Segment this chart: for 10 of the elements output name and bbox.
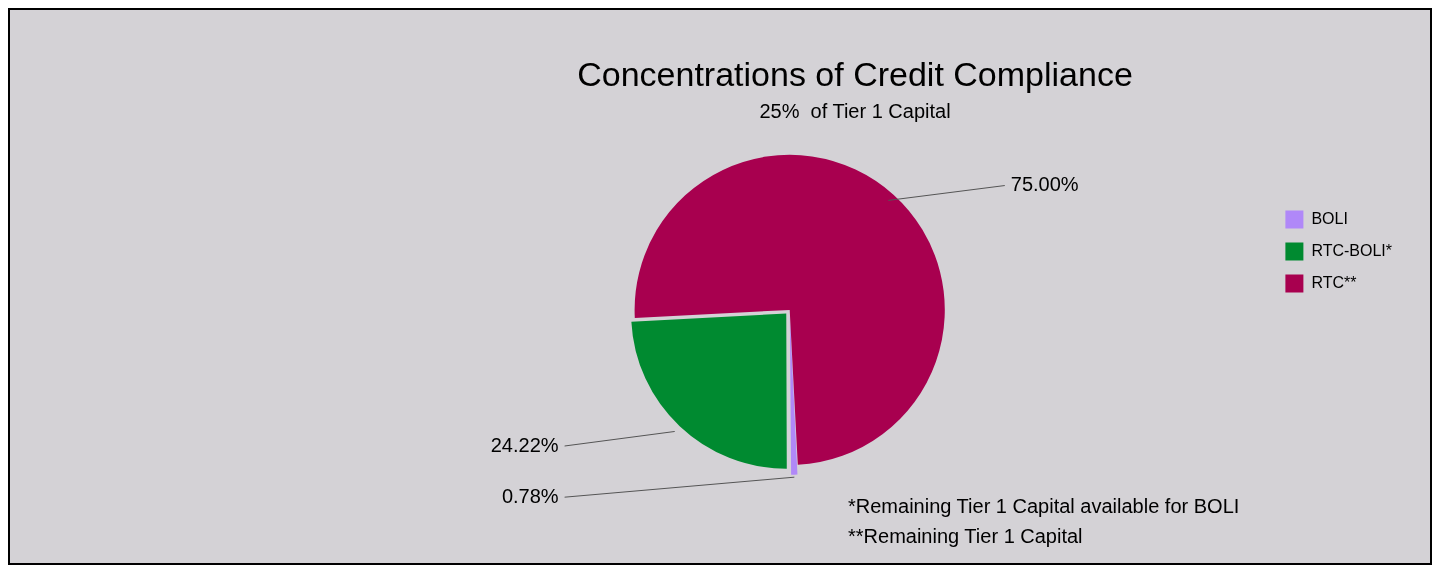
chart-subtitle: 25% of Tier 1 Capital <box>759 100 951 123</box>
text: **Remaining Tier 1 Capital <box>848 525 1083 547</box>
data-label: 24.22% <box>490 433 559 456</box>
legend-label: RTC-BOLI* <box>1311 241 1392 259</box>
chart-title: Concentrations of Credit Compliance <box>577 54 1133 93</box>
data-label: 75.00% <box>1010 173 1079 196</box>
text: *Remaining Tier 1 Capital available for BOLI <box>848 495 1240 517</box>
legend-label: RTC** <box>1311 273 1357 291</box>
data-label: 0.78% <box>501 484 559 507</box>
legend-label: BOLI <box>1311 209 1348 227</box>
